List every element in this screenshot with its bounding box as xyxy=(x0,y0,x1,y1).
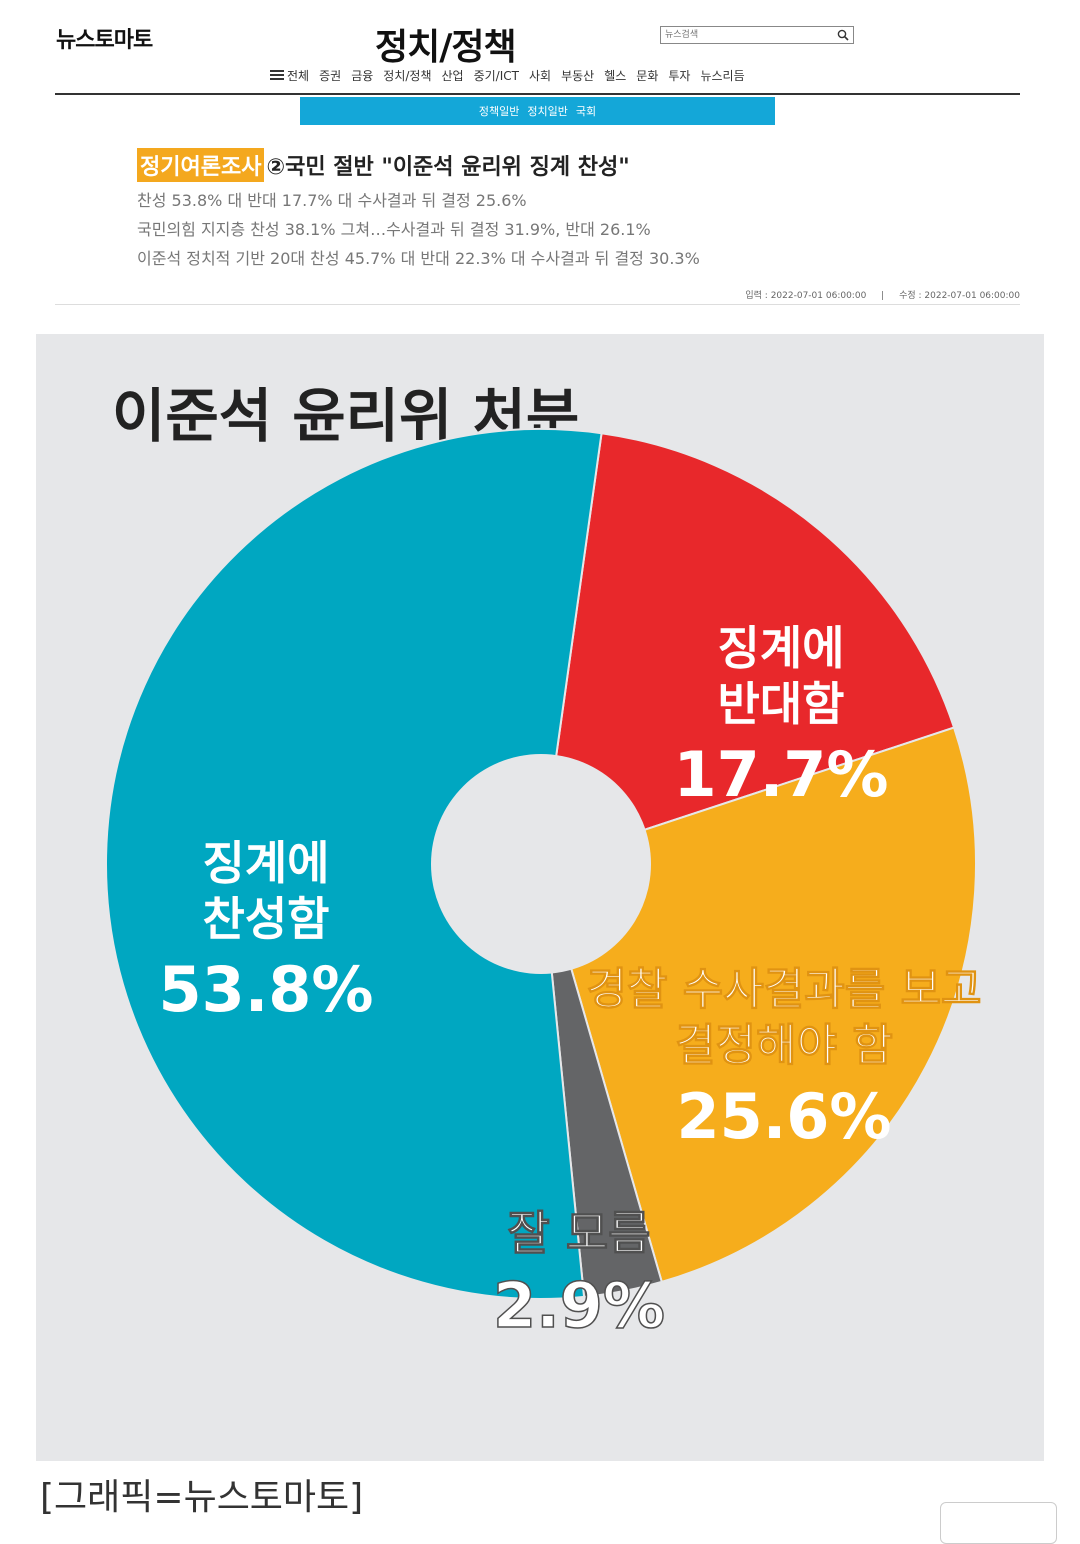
slice-label-1-line-0: 경찰 수사결과를 보고 xyxy=(587,964,982,1015)
nav-item-stocks[interactable]: 증권 xyxy=(319,68,342,83)
date-separator: | xyxy=(881,291,885,301)
subnav-item-policy[interactable]: 정책일반 xyxy=(478,105,520,118)
slice-label-2-line-0: 잘 모름 xyxy=(508,1206,651,1260)
slice-value-3: 53.8% xyxy=(158,953,373,1026)
sub-nav: 정책일반 정치일반 국회 xyxy=(300,97,775,125)
search-icon[interactable] xyxy=(837,29,849,41)
nav-item-culture[interactable]: 문화 xyxy=(636,68,659,83)
search-input[interactable] xyxy=(665,28,831,42)
slice-label-3-line-1: 찬성함 xyxy=(203,892,330,946)
slice-label-0-line-1: 반대함 xyxy=(718,677,845,731)
slice-value-2: 2.9% xyxy=(493,1269,665,1342)
slice-label-1-line-1: 결정해야 함 xyxy=(675,1020,893,1071)
nav-item-health[interactable]: 헬스 xyxy=(604,68,627,83)
image-caption: [그래픽=뉴스토마토] xyxy=(40,1477,364,1518)
slice-value-1: 25.6% xyxy=(676,1080,891,1153)
pie-slice-0 xyxy=(539,432,956,866)
article-subhead-1: 찬성 53.8% 대 반대 17.7% 대 수사결과 뒤 결정 25.6% xyxy=(137,191,527,210)
nav-item-sme-ict[interactable]: 중기/ICT xyxy=(473,68,519,83)
nav-item-all[interactable]: 전체 xyxy=(287,68,310,83)
site-logo[interactable]: 뉴스토마토 xyxy=(56,28,153,53)
article-headline: 정기여론조사 ②국민 절반 "이준석 윤리위 징계 찬성" xyxy=(137,148,630,182)
article-divider xyxy=(55,304,1020,305)
updated-date: 수정 : 2022-07-01 06:00:00 xyxy=(899,291,1020,301)
slice-label-3-line-0: 징계에 xyxy=(203,836,330,890)
floating-button[interactable] xyxy=(940,1502,1057,1544)
subnav-item-assembly[interactable]: 국회 xyxy=(575,105,597,118)
menu-icon[interactable] xyxy=(270,69,284,81)
headline-text: ②국민 절반 "이준석 윤리위 징계 찬성" xyxy=(266,155,630,180)
nav-item-news-rhythm[interactable]: 뉴스리듬 xyxy=(700,68,745,83)
nav-item-investment[interactable]: 투자 xyxy=(668,68,691,83)
main-nav: 전체 증권 금융 정치/정책 산업 중기/ICT 사회 부동산 헬스 문화 투자… xyxy=(270,66,755,84)
donut-hole xyxy=(431,754,651,974)
slice-value-0: 17.7% xyxy=(673,738,888,811)
search-box[interactable] xyxy=(660,26,854,44)
nav-item-society[interactable]: 사회 xyxy=(528,68,552,83)
published-date: 입력 : 2022-07-01 06:00:00 xyxy=(745,291,867,301)
article-subhead-2: 국민의힘 지지층 찬성 38.1% 그쳐…수사결과 뒤 결정 31.9%, 반대… xyxy=(137,220,651,239)
section-title: 정치/정책 xyxy=(375,27,517,68)
headline-tag: 정기여론조사 xyxy=(137,148,265,182)
slice-label-0-line-0: 징계에 xyxy=(718,621,845,675)
nav-item-finance[interactable]: 금융 xyxy=(351,68,374,83)
pie-slice-3 xyxy=(104,428,603,1300)
nav-item-politics[interactable]: 정치/정책 xyxy=(383,68,432,83)
header-divider xyxy=(55,93,1020,95)
subnav-item-politics[interactable]: 정치일반 xyxy=(527,105,568,118)
nav-item-industry[interactable]: 산업 xyxy=(441,68,464,83)
nav-item-real-estate[interactable]: 부동산 xyxy=(561,68,595,83)
article-dates: 입력 : 2022-07-01 06:00:00 | 수정 : 2022-07-… xyxy=(745,288,1020,301)
article-subhead-3: 이준석 정치적 기반 20대 찬성 45.7% 대 반대 22.3% 대 수사결… xyxy=(137,249,700,268)
